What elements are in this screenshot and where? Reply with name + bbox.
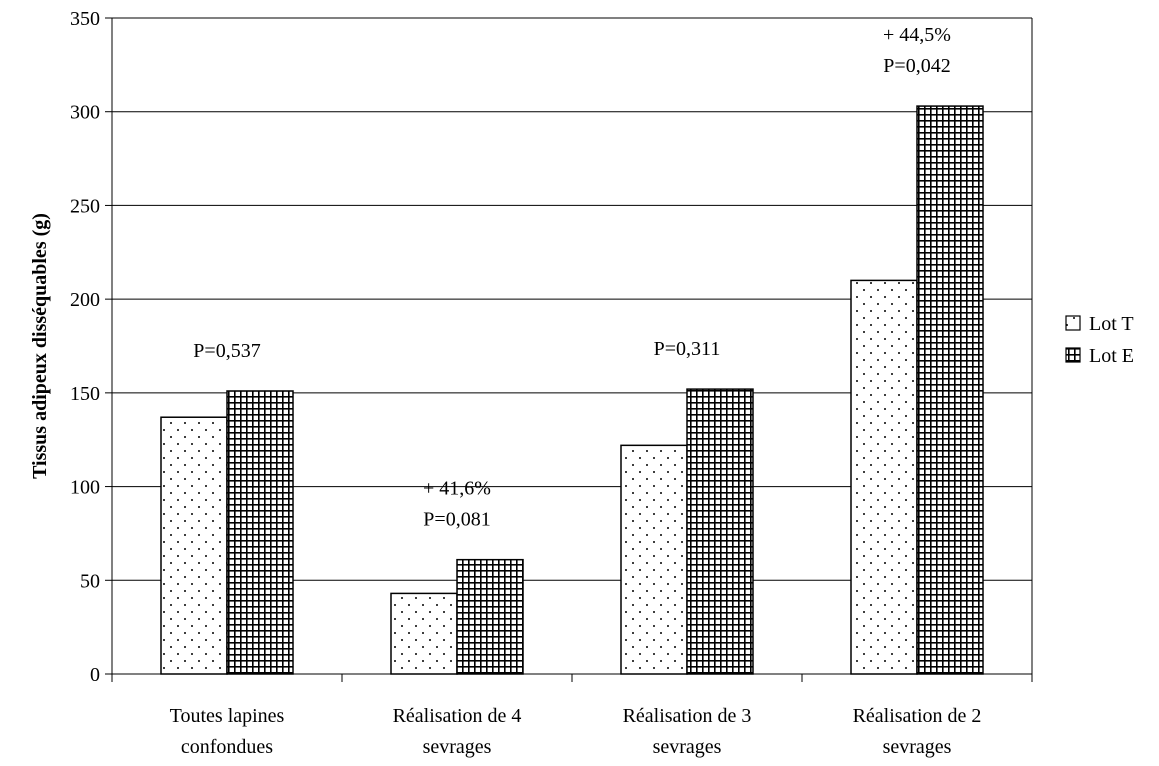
- x-category-label: Réalisation de 4: [393, 705, 522, 727]
- legend-swatch-lot-e: [1065, 347, 1081, 363]
- annotation-label: P=0,537: [193, 340, 260, 362]
- axes: [105, 17, 1033, 682]
- legend-swatch-lot-t: [1065, 315, 1081, 331]
- bar-lot-e: [456, 558, 524, 675]
- bar-lot-e: [916, 105, 984, 675]
- annotations: P=0,537 + 41,6% P=0,081 P=0,311 + 44,5% P=0,0…: [193, 24, 951, 531]
- y-tick-label: 0: [90, 664, 100, 686]
- annotation-label: + 44,5%: [883, 24, 951, 46]
- bar-lot-t: [390, 592, 458, 675]
- annotation-label: P=0,081: [423, 509, 490, 531]
- y-tick-label: 250: [70, 195, 100, 217]
- x-category-labels: Toutes lapines confondues Réalisation de 4…: [170, 705, 982, 758]
- bar-lot-t: [160, 416, 228, 675]
- y-tick-label: 350: [70, 8, 100, 30]
- y-tick-label: 100: [70, 477, 100, 499]
- legend: Lot T Lot E: [1065, 313, 1134, 367]
- y-tick-label: 150: [70, 383, 100, 405]
- x-category-label: Toutes lapines: [170, 705, 285, 727]
- x-category-label: confondues: [181, 736, 273, 758]
- annotation-label: + 41,6%: [423, 478, 491, 500]
- bar-lot-e: [686, 388, 754, 675]
- y-tick-label: 200: [70, 289, 100, 311]
- y-tick-label: 300: [70, 102, 100, 124]
- y-tick-label: 50: [80, 570, 100, 592]
- x-category-label: sevrages: [653, 736, 722, 758]
- legend-label: Lot E: [1089, 345, 1134, 367]
- bar-lot-e: [226, 390, 294, 675]
- x-category-label: sevrages: [423, 736, 492, 758]
- y-axis-label: Tissus adipeux disséquables (g): [29, 213, 51, 479]
- legend-label: Lot T: [1089, 313, 1134, 335]
- annotation-label: P=0,311: [654, 338, 721, 360]
- bar-lot-t: [850, 279, 918, 675]
- x-category-label: Réalisation de 3: [623, 705, 752, 727]
- x-category-label: Réalisation de 2: [853, 705, 982, 727]
- y-tick-labels: 0 50 100 150 200 250 300 350: [70, 8, 100, 686]
- bars: [160, 105, 984, 675]
- annotation-label: P=0,042: [883, 55, 950, 77]
- bar-lot-t: [620, 444, 688, 675]
- x-category-label: sevrages: [883, 736, 952, 758]
